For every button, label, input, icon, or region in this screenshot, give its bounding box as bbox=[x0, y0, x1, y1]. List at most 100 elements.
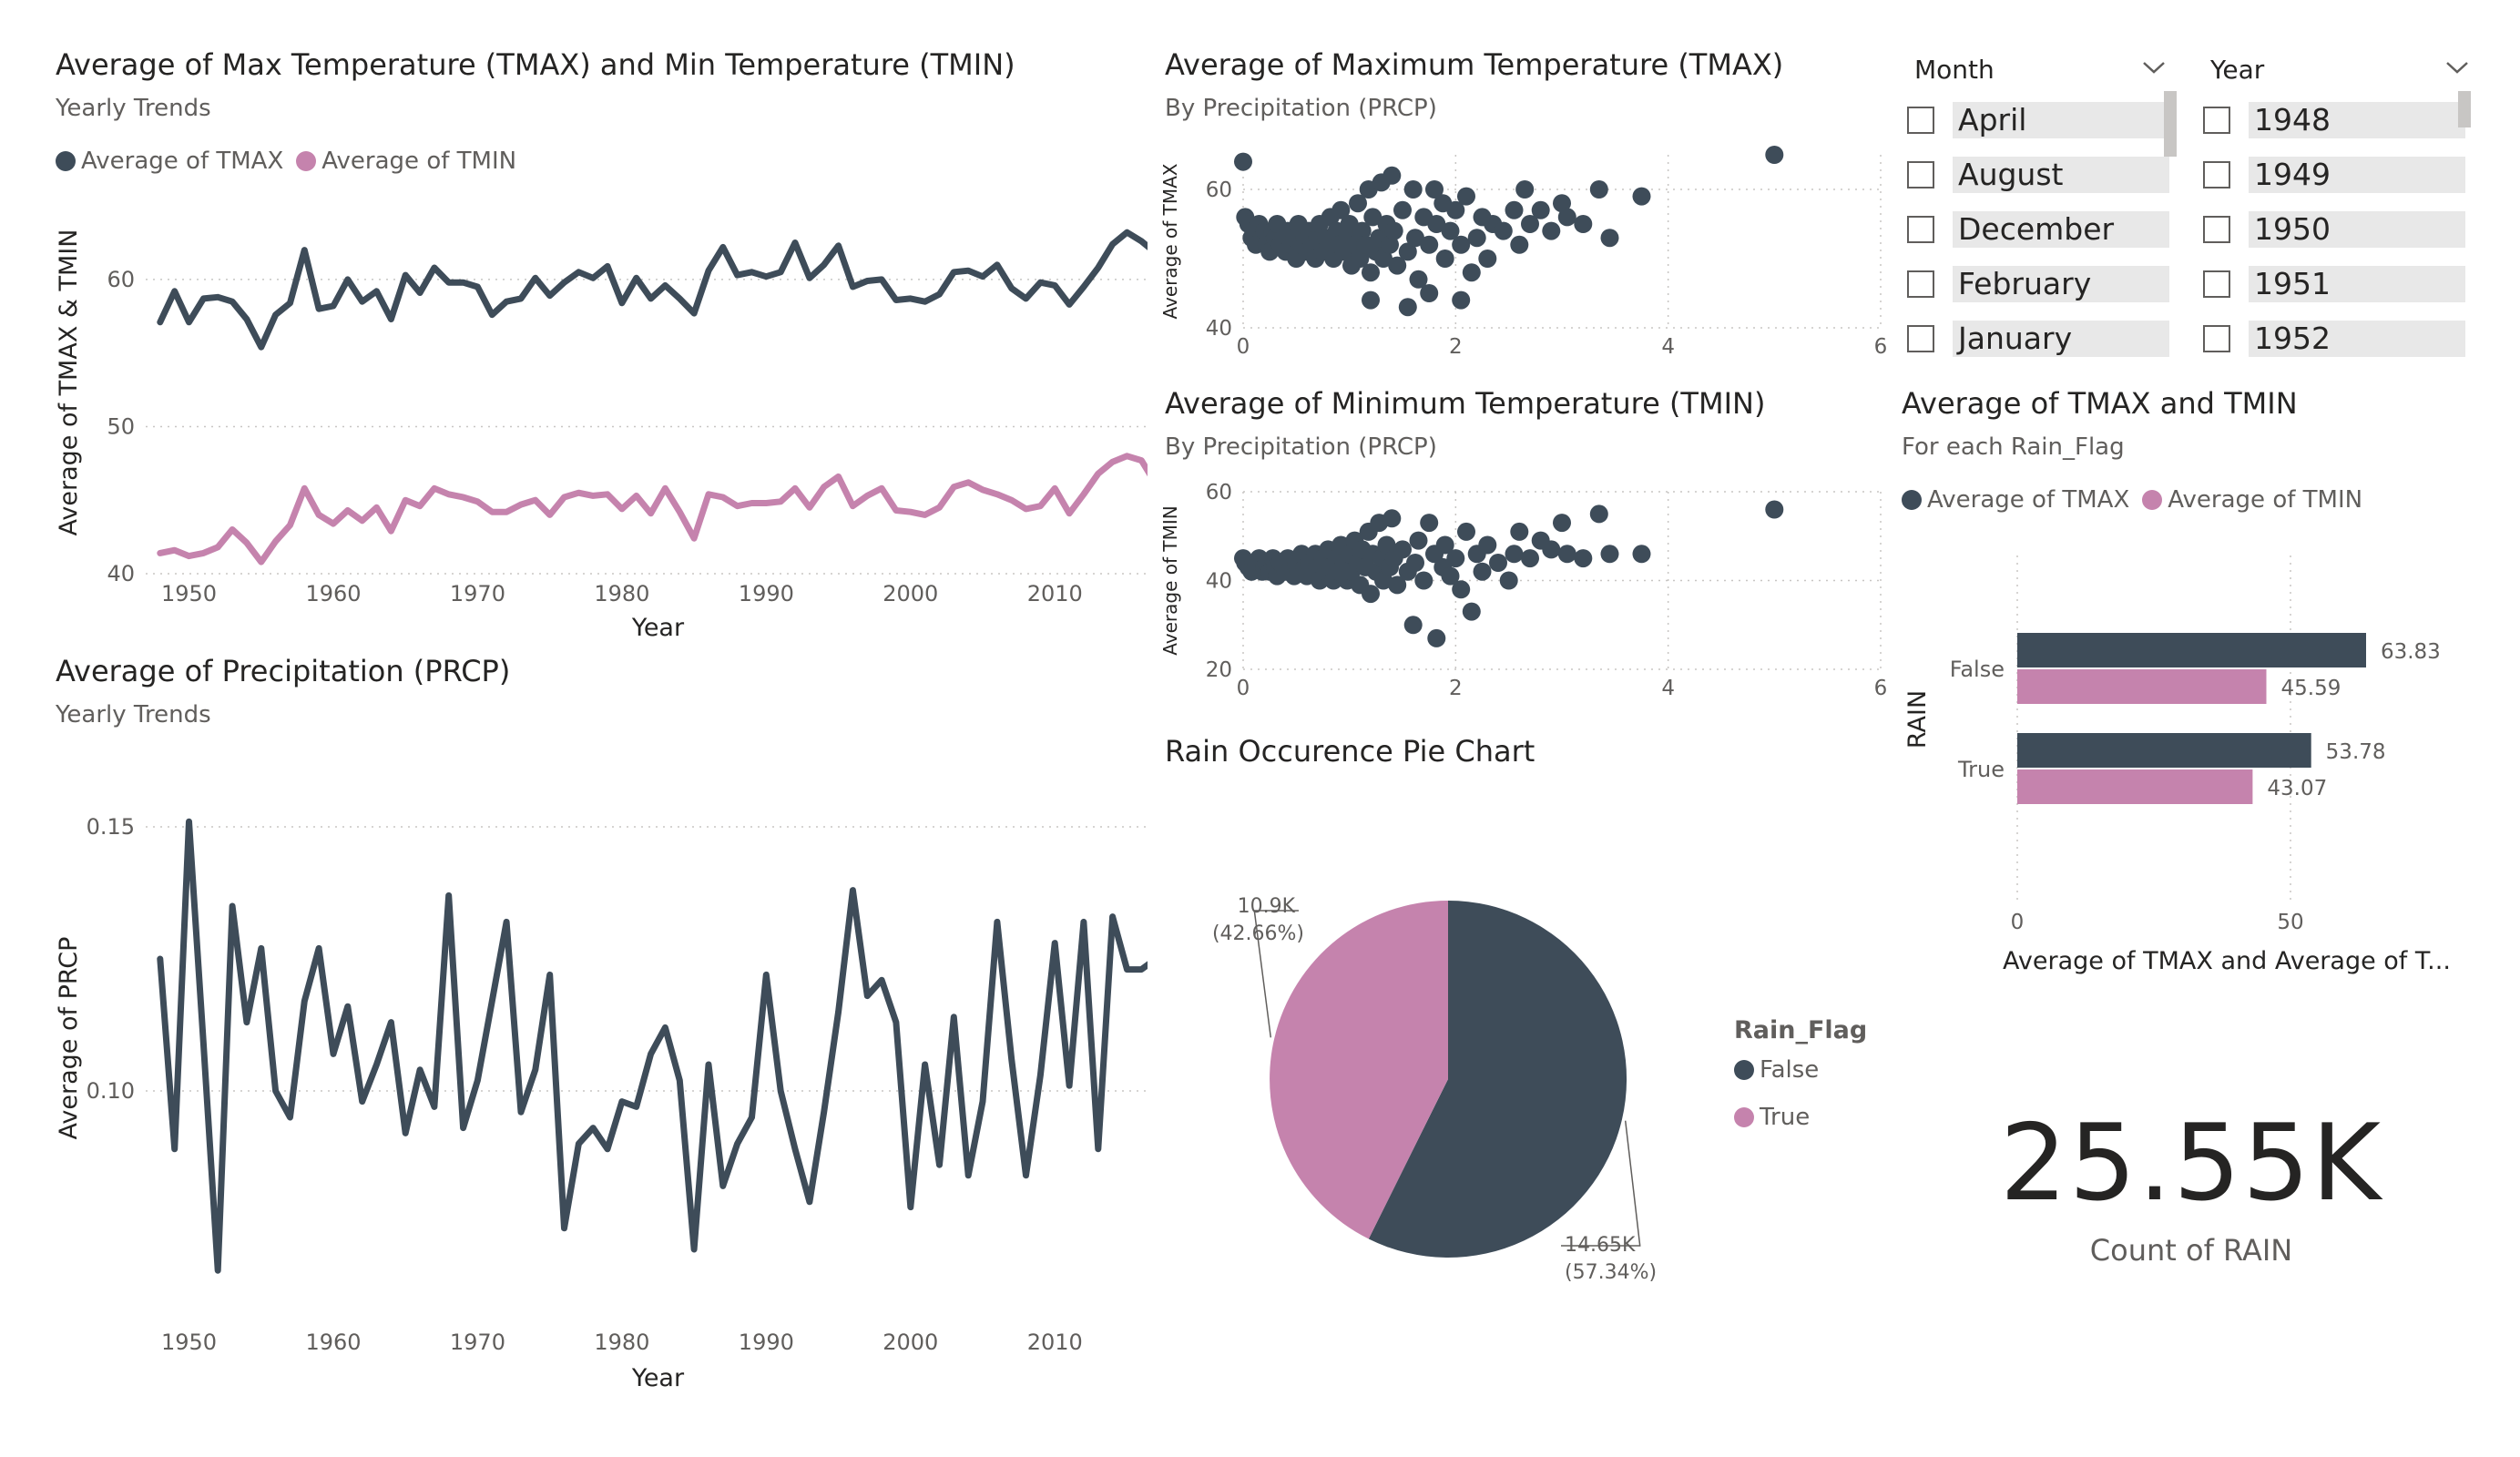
y-tick-label: 40 bbox=[107, 561, 135, 586]
card-value: 25.55K bbox=[1999, 1102, 2383, 1225]
scatter-point bbox=[1510, 522, 1529, 541]
x-tick-label: 1950 bbox=[161, 1330, 217, 1355]
checkbox[interactable] bbox=[1907, 325, 1934, 352]
rain-bar-chart[interactable]: 0 50 Average of TMAX and Average of T... RA… bbox=[1894, 537, 2495, 974]
pie-legend-item-true[interactable]: True bbox=[1734, 1104, 1810, 1131]
x-tick-label: 1950 bbox=[161, 581, 217, 606]
prcp-line-chart[interactable]: 0.10 0.15 1950 1960 1970 1980 1990 2000 2010 Year… bbox=[36, 747, 1148, 1402]
checkbox[interactable] bbox=[1907, 216, 1934, 243]
scatter-point bbox=[1388, 576, 1407, 595]
pie-legend-item-false[interactable]: False bbox=[1734, 1056, 1819, 1084]
bar-average-of-tmin bbox=[2017, 769, 2253, 804]
year-slicer-item[interactable]: 1951 bbox=[2203, 264, 2465, 304]
x-tick-label: 2000 bbox=[883, 1330, 938, 1355]
scatter-point bbox=[1406, 229, 1424, 248]
x-tick-label: 2010 bbox=[1027, 1330, 1083, 1355]
tmax-scatter-subtitle: By Precipitation (PRCP) bbox=[1165, 95, 1437, 122]
year-slicer-item[interactable]: 1950 bbox=[2203, 209, 2465, 250]
scatter-point bbox=[1362, 585, 1380, 604]
x-tick-label: 2000 bbox=[883, 581, 938, 606]
y-tick-label: 0.10 bbox=[87, 1078, 135, 1104]
tmin-scatter-title: Average of Minimum Temperature (TMIN) bbox=[1165, 386, 1766, 421]
scatter-point bbox=[1403, 180, 1423, 199]
scatter-point bbox=[1446, 549, 1465, 568]
pie-slice-false bbox=[1368, 901, 1627, 1258]
rain-pie-chart[interactable]: 14.65K (57.34%) 10.9K (42.66%) bbox=[1157, 820, 1721, 1330]
month-slicer-item[interactable]: April bbox=[1907, 100, 2169, 140]
checkbox[interactable] bbox=[2203, 325, 2230, 352]
tmax-tmin-yearly-legend[interactable]: Average of TMAX Average of TMIN bbox=[56, 148, 529, 175]
year-slicer-item[interactable]: 1952 bbox=[2203, 319, 2465, 359]
x-tick-label: 1960 bbox=[305, 581, 361, 606]
tmin-scatter-chart[interactable]: 20 40 60 0 2 4 6 Average of TMIN bbox=[1157, 474, 1903, 719]
scatter-point bbox=[1557, 545, 1576, 564]
month-slicer-item[interactable]: February bbox=[1907, 264, 2169, 304]
scatter-point bbox=[1574, 215, 1593, 233]
scatter-point bbox=[1632, 545, 1651, 564]
checkbox[interactable] bbox=[2203, 107, 2230, 134]
checkbox[interactable] bbox=[1907, 107, 1934, 134]
y-tick-label: 20 bbox=[1206, 658, 1232, 682]
month-slicer-item[interactable]: December bbox=[1907, 209, 2169, 250]
scatter-point bbox=[1406, 554, 1424, 572]
legend-item-tmax[interactable]: Average of TMAX bbox=[56, 148, 283, 175]
month-slicer-item[interactable]: January bbox=[1907, 319, 2169, 359]
tmax-tmin-line-chart[interactable]: 40 50 60 1950 1960 1970 1980 1990 2000 2010 Year Av… bbox=[36, 182, 1148, 656]
month-slicer-item[interactable]: August bbox=[1907, 155, 2169, 195]
checkbox[interactable] bbox=[2203, 270, 2230, 298]
scatter-point bbox=[1388, 256, 1407, 275]
checkbox[interactable] bbox=[2203, 216, 2230, 243]
scatter-point bbox=[1521, 549, 1539, 568]
scatter-point bbox=[1478, 535, 1497, 555]
checkbox[interactable] bbox=[1907, 161, 1934, 188]
scatter-point bbox=[1467, 229, 1486, 248]
year-slicer-item[interactable]: 1949 bbox=[2203, 155, 2465, 195]
pie-legend-label-false: False bbox=[1760, 1056, 1820, 1084]
chevron-down-icon[interactable] bbox=[2443, 58, 2471, 76]
month-slicer[interactable]: Month April August December February Jan… bbox=[1907, 51, 2177, 379]
scatter-point bbox=[1489, 554, 1507, 572]
y-axis-title: Average of TMIN bbox=[1159, 505, 1181, 655]
legend-item-tmax[interactable]: Average of TMAX bbox=[1902, 486, 2129, 514]
month-slicer-scrollbar[interactable] bbox=[2164, 91, 2177, 157]
scatter-point bbox=[1409, 270, 1428, 289]
chevron-down-icon[interactable] bbox=[2140, 58, 2168, 76]
x-tick-label: 4 bbox=[1661, 335, 1675, 359]
scatter-point bbox=[1403, 616, 1423, 635]
checkbox[interactable] bbox=[1907, 270, 1934, 298]
x-tick-label: 2 bbox=[1449, 335, 1463, 359]
tmax-scatter-chart[interactable]: 40 60 0 2 4 6 Average of TMAX bbox=[1157, 137, 1903, 373]
legend-item-tmin[interactable]: Average of TMIN bbox=[296, 148, 516, 175]
x-tick-label: 50 bbox=[2277, 911, 2303, 934]
scatter-point bbox=[1435, 535, 1454, 555]
scatter-point bbox=[1331, 200, 1351, 219]
x-axis-title: Average of TMAX and Average of T... bbox=[2003, 947, 2451, 974]
bar-data-label: 63.83 bbox=[2381, 640, 2441, 664]
year-slicer-item[interactable]: 1948 bbox=[2203, 100, 2465, 140]
legend-label-tmax: Average of TMAX bbox=[81, 148, 284, 175]
x-tick-label: 0 bbox=[1237, 335, 1250, 359]
x-tick-label: 1970 bbox=[450, 1330, 505, 1355]
y-tick-label: 60 bbox=[1206, 481, 1232, 504]
tmax-tmin-yearly-subtitle: Yearly Trends bbox=[56, 95, 211, 122]
prcp-yearly-subtitle: Yearly Trends bbox=[56, 701, 211, 728]
rain-bar-legend[interactable]: Average of TMAX Average of TMIN bbox=[1902, 486, 2375, 514]
scatter-point bbox=[1542, 221, 1561, 240]
y-axis-title: Average of TMAX bbox=[1159, 163, 1181, 319]
y-axis-title: Average of PRCP bbox=[55, 937, 83, 1140]
year-slicer[interactable]: Year 1948 1949 1950 1951 1952 bbox=[2203, 51, 2476, 379]
scatter-point bbox=[1382, 166, 1402, 185]
scatter-point bbox=[1478, 250, 1497, 268]
legend-item-tmin[interactable]: Average of TMIN bbox=[2142, 486, 2362, 514]
y-tick-label: 40 bbox=[1206, 317, 1232, 341]
scatter-point bbox=[1377, 535, 1396, 555]
checkbox[interactable] bbox=[2203, 161, 2230, 188]
year-slicer-scrollbar[interactable] bbox=[2458, 91, 2471, 127]
scatter-point bbox=[1589, 180, 1608, 199]
scatter-point bbox=[1457, 187, 1475, 206]
card-label: Count of RAIN bbox=[2089, 1233, 2293, 1268]
x-tick-label: 0 bbox=[2011, 911, 2025, 934]
x-tick-label: 2 bbox=[1449, 677, 1463, 700]
series-line-average-of-tmax bbox=[157, 229, 1148, 351]
scatter-point bbox=[1600, 545, 1619, 564]
